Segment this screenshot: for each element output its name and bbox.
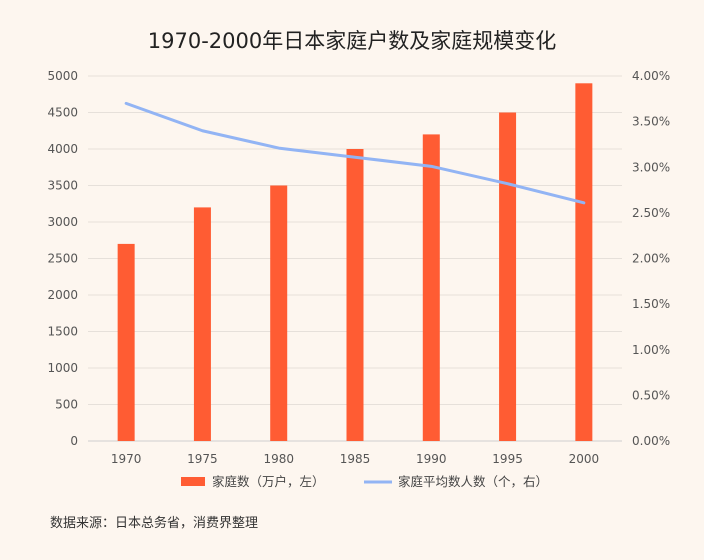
- x-axis: 1970 1975 1980 1985 1990 1995 2000: [111, 452, 599, 466]
- y-left-tick-label: 3000: [47, 215, 78, 229]
- y-left-tick-label: 5000: [47, 69, 78, 83]
- chart-title: 1970-2000年日本家庭户数及家庭规模变化: [148, 29, 556, 53]
- y-left-tick-label: 0: [70, 434, 78, 448]
- x-tick-label: 1970: [111, 452, 142, 466]
- legend-label-bars: 家庭数（万户，左）: [212, 474, 325, 489]
- y-left-tick-label: 1500: [47, 325, 78, 339]
- legend-swatch-bars: [181, 477, 205, 486]
- bar-1975: [193, 207, 211, 441]
- legend-label-line: 家庭平均数人数（个，右）: [398, 474, 548, 489]
- x-tick-label: 1990: [416, 452, 447, 466]
- bar-1970: [117, 243, 135, 441]
- x-tick-label: 1985: [340, 452, 371, 466]
- source-note: 数据来源：日本总务省，消费界整理: [50, 515, 258, 531]
- y-left-tick-label: 3500: [47, 179, 78, 193]
- x-tick-label: 1995: [492, 452, 523, 466]
- y-right-tick-label: 3.00%: [632, 160, 670, 174]
- y-left-tick-label: 4500: [47, 106, 78, 120]
- y-right-tick-label: 2.00%: [632, 252, 670, 266]
- legend: 家庭数（万户，左） 家庭平均数人数（个，右）: [181, 474, 548, 489]
- y-right-tick-label: 2.50%: [632, 206, 670, 220]
- line-series: [124, 101, 586, 205]
- y-axis-right: 0.00% 0.50% 1.00% 1.50% 2.00% 2.50% 3.00% 3.50%…: [632, 69, 670, 448]
- bar-series: [117, 83, 593, 442]
- y-right-tick-label: 0.00%: [632, 434, 670, 448]
- y-left-tick-label: 2000: [47, 288, 78, 302]
- y-left-tick-label: 2500: [47, 252, 78, 266]
- bar-2000: [575, 83, 593, 442]
- y-right-tick-label: 0.50%: [632, 388, 670, 402]
- y-axis-left: 0 500 1000 1500 2000 2500 3000 3500 4000 4500 5000: [47, 69, 78, 448]
- x-tick-label: 1975: [187, 452, 218, 466]
- y-right-tick-label: 4.00%: [632, 69, 670, 83]
- bar-1990: [422, 134, 440, 441]
- x-tick-label: 2000: [569, 452, 600, 466]
- y-left-tick-label: 4000: [47, 142, 78, 156]
- y-right-tick-label: 1.50%: [632, 297, 670, 311]
- y-left-tick-label: 500: [55, 398, 78, 412]
- y-left-tick-label: 1000: [47, 361, 78, 375]
- bar-1980: [270, 185, 288, 441]
- y-right-tick-label: 3.50%: [632, 115, 670, 129]
- y-right-tick-label: 1.00%: [632, 343, 670, 357]
- bar-1995: [499, 112, 517, 441]
- x-tick-label: 1980: [263, 452, 294, 466]
- bar-1985: [346, 149, 364, 441]
